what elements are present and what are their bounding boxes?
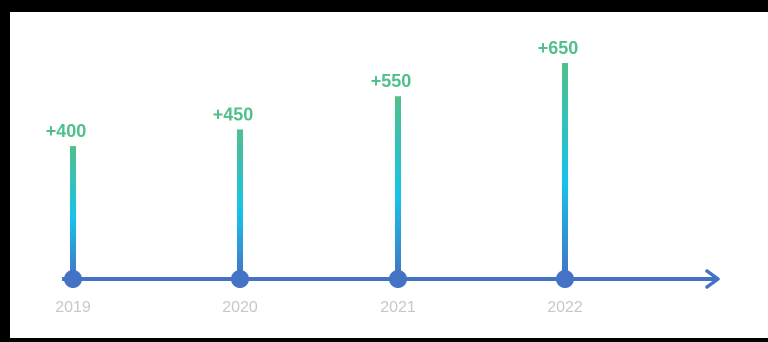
timeline-dot-2020: [231, 270, 249, 288]
timeline-dot-2021: [389, 270, 407, 288]
year-label-2021: 2021: [380, 299, 416, 316]
year-label-2020: 2020: [222, 299, 258, 316]
bar-2022: [562, 63, 568, 279]
value-label-2020: +450: [213, 104, 254, 124]
year-label-2022: 2022: [547, 299, 583, 316]
bar-2020: [237, 129, 243, 279]
timeline-dot-2022: [556, 270, 574, 288]
bar-2019: [70, 146, 76, 279]
value-label-2021: +550: [371, 71, 412, 91]
year-label-2019: 2019: [55, 299, 91, 316]
value-label-2019: +400: [46, 121, 87, 141]
timeline-dot-2019: [64, 270, 82, 288]
axis-arrow-icon: [705, 269, 720, 289]
value-label-2022: +650: [538, 38, 579, 58]
bar-2021: [395, 96, 401, 279]
